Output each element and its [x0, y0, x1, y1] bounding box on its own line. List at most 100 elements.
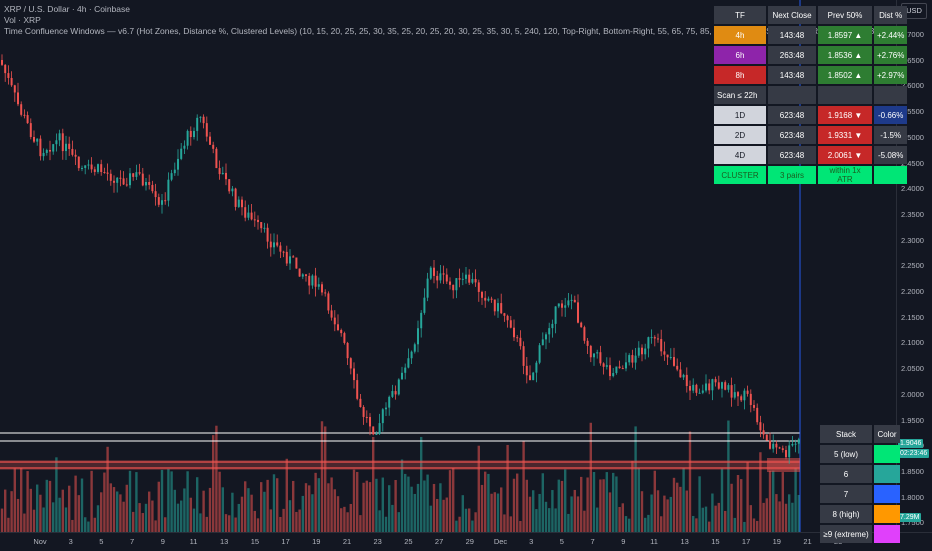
volume-bar — [522, 440, 525, 532]
volume-bar — [426, 474, 429, 532]
candle-body — [733, 392, 736, 398]
cluster-cell: CLUSTER — [714, 166, 766, 184]
volume-bar — [285, 458, 288, 532]
candle-body — [612, 373, 615, 377]
volume-bar — [503, 514, 506, 532]
candle-body — [615, 366, 618, 374]
volume-bar — [192, 508, 196, 532]
header-prev-50: Prev 50% — [818, 6, 872, 24]
candle-body — [593, 353, 595, 358]
candle-body — [337, 324, 339, 331]
candle-body — [439, 273, 442, 281]
candle-body — [36, 138, 39, 142]
candle-body — [225, 172, 227, 180]
volume-bar — [0, 508, 4, 532]
volume-bar — [346, 512, 349, 532]
volume-bar — [452, 468, 455, 532]
candle-body — [369, 417, 371, 427]
stack-color-swatch — [874, 525, 900, 543]
volume-bar — [320, 421, 324, 532]
candle-body — [7, 73, 10, 78]
candle-body — [372, 426, 375, 435]
candle-body — [151, 184, 154, 192]
candle-body — [471, 278, 474, 283]
next-close-cell: 263:48 — [768, 46, 816, 64]
volume-bar — [212, 435, 215, 532]
prev-50-cell: 1.8502 ▲ — [818, 66, 872, 84]
next-close-cell: 623:48 — [768, 106, 816, 124]
candle-body — [237, 199, 240, 207]
volume-bar — [762, 502, 765, 532]
candle-body — [26, 115, 29, 124]
volume-bar — [55, 457, 58, 532]
volume-bar — [733, 517, 736, 532]
volume-bar — [240, 496, 244, 532]
candle-body — [692, 384, 695, 391]
volume-bar — [333, 489, 336, 532]
candle-body — [244, 207, 247, 218]
candle-body — [71, 148, 74, 155]
candle-body — [420, 312, 423, 329]
candle-body — [196, 117, 199, 131]
candle-body — [682, 374, 685, 378]
volume-bar — [679, 486, 682, 532]
volume-bar — [224, 514, 228, 532]
volume-bar — [196, 477, 199, 532]
volume-bar — [551, 490, 554, 532]
candle-body — [791, 444, 794, 446]
volume-bar — [317, 478, 320, 532]
scan-label: Scan ≤ 22h — [714, 86, 766, 104]
volume-bar — [167, 468, 170, 532]
volume-bar — [157, 481, 160, 532]
candle-body — [308, 275, 311, 286]
volume-bar — [455, 520, 458, 532]
volume-bar — [100, 492, 103, 532]
hot-zone-band — [0, 460, 800, 470]
candle-body — [461, 278, 464, 280]
prev-50-cell: 1.9331 ▼ — [818, 126, 872, 144]
candle-body — [45, 150, 48, 153]
date-tick: 27 — [434, 537, 444, 546]
tf-cell: 8h — [714, 66, 766, 84]
volume-indicator-label[interactable]: Vol · XRP — [4, 15, 41, 25]
candle-body — [122, 178, 125, 185]
date-tick: 25 — [404, 537, 413, 546]
volume-bar — [576, 496, 580, 532]
volume-bar — [39, 494, 42, 532]
candle-body — [583, 327, 586, 341]
volume-bar — [685, 490, 688, 532]
price-chart[interactable] — [0, 0, 896, 532]
volume-bar — [608, 492, 612, 532]
volume-bar — [484, 471, 487, 532]
volume-bar — [122, 501, 125, 532]
volume-bar — [301, 495, 304, 532]
timeframe-table: TF Next Close Prev 50% Dist % 4h 143:48 … — [712, 4, 909, 186]
candle-body — [577, 302, 579, 323]
candle-body — [343, 333, 346, 343]
volume-bar — [711, 493, 714, 532]
dist-cell: +2.44% — [874, 26, 908, 44]
candle-body — [305, 274, 307, 276]
dist-cell: +2.97% — [874, 66, 908, 84]
volume-bar — [404, 473, 407, 532]
volume-bar — [413, 493, 416, 532]
candle-body — [436, 275, 439, 281]
volume-bar — [519, 520, 522, 532]
candle-body — [647, 337, 650, 349]
candle-body — [769, 440, 771, 449]
volume-bar — [512, 478, 516, 532]
dist-cell: -1.5% — [874, 126, 908, 144]
empty-cell — [818, 86, 872, 104]
indicator-label[interactable]: Time Confluence Windows — v6.7 (Hot Zone… — [4, 26, 915, 36]
candle-body — [503, 313, 506, 316]
candle-body — [545, 334, 547, 340]
time-axis[interactable]: Nov 3 5 7 9 11 13 15 17 19 21 23 25 27 29 Dec 3 5 7 9 11 13 15… — [0, 532, 932, 551]
date-tick: 17 — [741, 537, 751, 546]
candle-body — [685, 374, 688, 387]
candle-body — [298, 268, 301, 277]
candle-body — [346, 342, 349, 359]
candle-body — [749, 393, 752, 406]
candle-body — [410, 351, 413, 359]
volume-bar — [487, 473, 490, 532]
tf-cell: 4D — [714, 146, 766, 164]
